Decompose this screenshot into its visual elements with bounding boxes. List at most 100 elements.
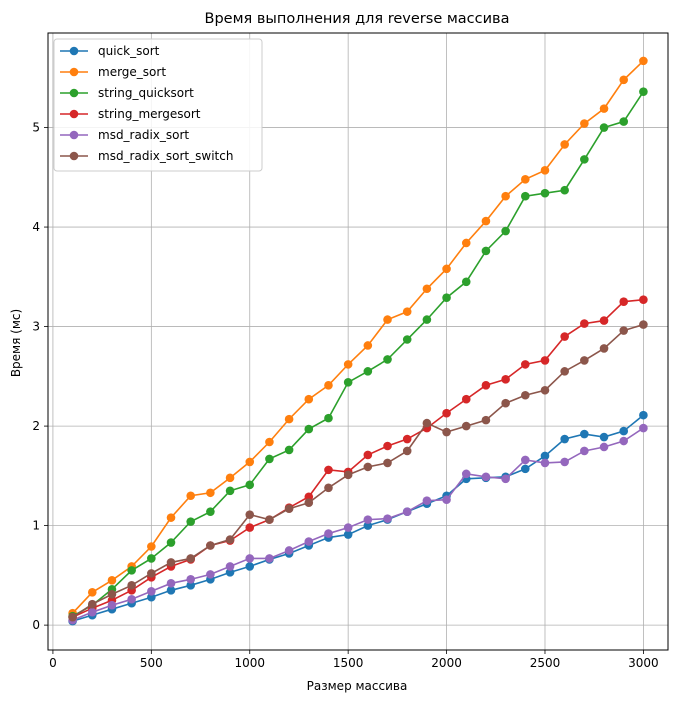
data-point — [245, 562, 255, 571]
data-point — [580, 319, 589, 328]
x-tick-label: 2000 — [431, 656, 462, 670]
y-tick-label: 1 — [32, 519, 40, 533]
data-point — [324, 413, 333, 423]
data-point — [166, 513, 176, 522]
legend-item: msd_radix_sort_switch — [60, 149, 233, 163]
data-point — [619, 297, 629, 306]
data-point — [225, 473, 235, 483]
data-point — [442, 264, 451, 274]
y-tick-label: 0 — [32, 618, 40, 632]
data-point — [245, 480, 255, 490]
data-point — [560, 332, 569, 341]
data-point — [639, 410, 648, 420]
legend-marker — [69, 151, 79, 161]
data-point — [186, 575, 195, 584]
legend-marker — [69, 88, 79, 98]
data-point — [166, 538, 176, 547]
data-point — [166, 579, 176, 588]
data-point — [461, 469, 471, 479]
legend-item: msd_radix_sort — [60, 128, 189, 142]
x-tick-label: 1500 — [333, 656, 364, 670]
data-point — [383, 458, 392, 468]
legend-item: merge_sort — [60, 65, 166, 79]
data-point — [619, 326, 629, 335]
data-point — [324, 529, 333, 538]
data-point — [402, 335, 412, 344]
data-point — [481, 246, 491, 256]
data-point — [245, 523, 255, 532]
plot-frame — [47, 32, 669, 651]
data-point — [343, 470, 353, 480]
data-point — [422, 496, 432, 506]
data-point — [442, 495, 451, 505]
data-point — [599, 344, 609, 353]
data-point — [127, 581, 136, 590]
data-point — [68, 612, 77, 622]
series-merge_sort — [68, 56, 648, 618]
data-point — [422, 418, 432, 428]
data-point — [363, 450, 373, 460]
y-tick-label: 4 — [32, 220, 40, 234]
data-point — [186, 554, 195, 563]
data-point — [147, 554, 156, 563]
data-point — [225, 568, 235, 577]
legend-label: string_mergesort — [98, 107, 201, 121]
data-point — [186, 517, 195, 526]
data-point — [383, 355, 392, 364]
data-point — [402, 434, 412, 444]
legend-marker — [69, 46, 79, 56]
data-point — [284, 546, 294, 555]
legend-label: msd_radix_sort — [98, 128, 189, 142]
data-point — [343, 530, 353, 539]
data-point — [265, 454, 274, 464]
data-point — [580, 119, 589, 128]
data-point — [324, 465, 333, 475]
data-point — [107, 589, 117, 599]
data-point — [501, 375, 510, 384]
data-point — [87, 599, 97, 609]
data-point — [540, 188, 550, 198]
data-point — [206, 570, 215, 579]
data-point — [284, 504, 294, 513]
data-point — [461, 238, 471, 248]
data-point — [580, 429, 589, 439]
data-point — [166, 585, 176, 595]
data-point — [540, 385, 550, 395]
data-point — [521, 390, 530, 400]
data-point — [639, 56, 648, 66]
data-point — [363, 515, 373, 524]
x-tick-label: 3000 — [628, 656, 659, 670]
data-point — [107, 600, 117, 610]
data-point — [599, 104, 609, 113]
data-point — [540, 451, 550, 461]
ticks: 0 500 1000 1500 2000 2500 3000 0 1 2 3 4 5 — [32, 121, 658, 670]
data-point — [343, 523, 353, 532]
data-point — [127, 566, 136, 575]
data-point — [540, 356, 550, 365]
data-point — [501, 398, 510, 408]
data-point — [422, 284, 432, 294]
data-point — [481, 380, 491, 390]
data-point — [560, 457, 569, 467]
legend-marker — [69, 109, 79, 119]
legend-marker — [69, 67, 79, 77]
data-point — [639, 295, 648, 305]
x-tick-label: 500 — [140, 656, 163, 670]
data-point — [363, 341, 373, 350]
y-tick-label: 3 — [32, 320, 40, 334]
legend-label: string_quicksort — [98, 86, 194, 100]
data-point — [580, 356, 589, 365]
data-point — [186, 491, 195, 501]
data-point — [521, 455, 530, 465]
y-tick-label: 2 — [32, 419, 40, 433]
y-tick-label: 5 — [32, 121, 40, 135]
data-point — [442, 293, 451, 303]
data-point — [501, 474, 510, 484]
data-point — [206, 488, 215, 498]
data-point — [363, 462, 373, 472]
data-point — [87, 607, 97, 617]
data-point — [619, 426, 629, 436]
data-point — [87, 587, 97, 597]
data-point — [225, 486, 235, 496]
series-line — [72, 60, 644, 614]
